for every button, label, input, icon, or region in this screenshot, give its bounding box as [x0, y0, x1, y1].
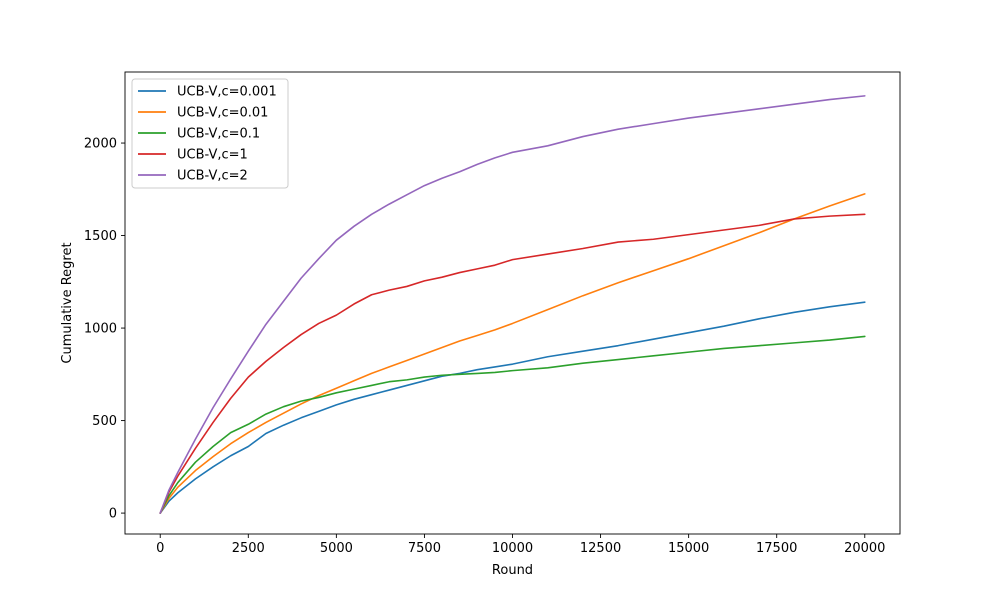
y-tick-label: 0 — [109, 507, 117, 522]
x-tick-label: 17500 — [756, 541, 797, 556]
y-tick-label: 1500 — [84, 229, 117, 244]
x-tick-label: 0 — [156, 541, 164, 556]
x-tick-label: 2500 — [232, 541, 265, 556]
x-tick-label: 5000 — [320, 541, 353, 556]
y-tick-label: 500 — [92, 414, 117, 429]
y-axis-label: Cumulative Regret — [60, 242, 75, 363]
x-tick-label: 10000 — [492, 541, 533, 556]
x-tick-label: 20000 — [844, 541, 885, 556]
x-tick-label: 12500 — [580, 541, 621, 556]
series-line-2 — [159, 193, 866, 514]
legend-entry-3: UCB-V,c=0.1 — [177, 127, 260, 142]
legend-box — [131, 78, 289, 189]
y-tick-label: 2000 — [84, 137, 117, 152]
x-axis-label: Round — [492, 563, 533, 578]
legend-entry-1: UCB-V,c=0.001 — [177, 85, 277, 100]
x-tick-label: 15000 — [668, 541, 709, 556]
y-tick-label: 1000 — [84, 322, 117, 337]
series-line-4 — [159, 213, 866, 514]
legend-entry-5: UCB-V,c=2 — [177, 169, 248, 184]
x-tick-label: 7500 — [408, 541, 441, 556]
legend-entry-4: UCB-V,c=1 — [177, 148, 248, 163]
series-line-1 — [159, 301, 866, 514]
legend-entry-2: UCB-V,c=0.01 — [177, 106, 268, 121]
series-line-5 — [159, 95, 866, 514]
series-line-3 — [159, 335, 866, 514]
